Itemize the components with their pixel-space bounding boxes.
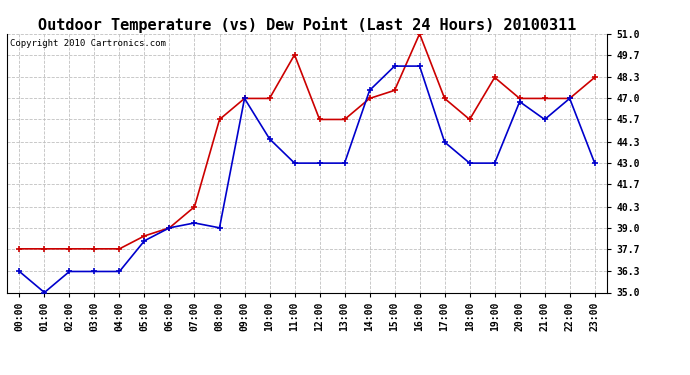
Text: Copyright 2010 Cartronics.com: Copyright 2010 Cartronics.com	[10, 39, 166, 48]
Title: Outdoor Temperature (vs) Dew Point (Last 24 Hours) 20100311: Outdoor Temperature (vs) Dew Point (Last…	[38, 16, 576, 33]
